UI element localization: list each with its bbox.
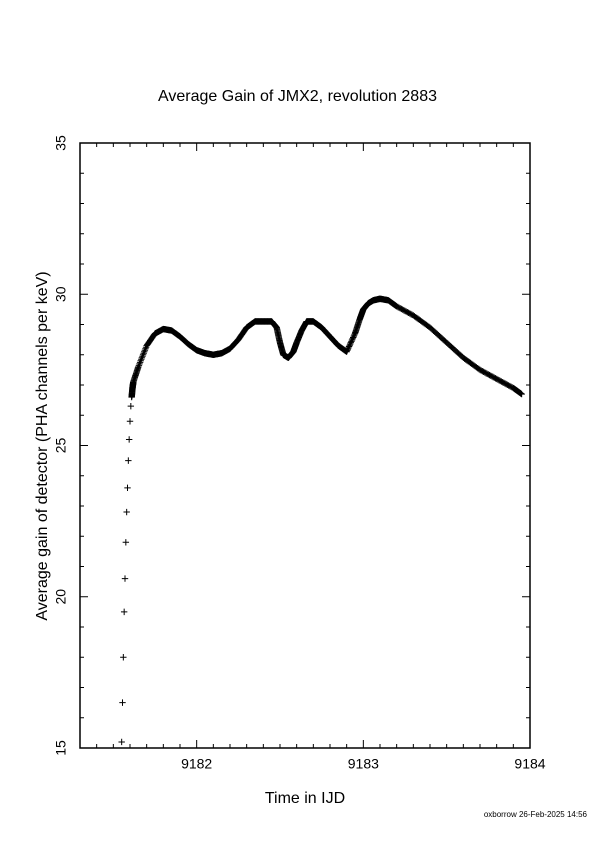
x-tick-label: 9183 [348, 756, 379, 772]
data-point [135, 363, 142, 371]
data-point [118, 738, 125, 746]
data-point [518, 390, 525, 398]
y-tick-label: 25 [53, 438, 69, 454]
x-tick-label: 9182 [181, 756, 212, 772]
data-point [120, 608, 128, 616]
data-point [136, 359, 144, 366]
data-point [125, 457, 132, 464]
data-point [120, 654, 127, 661]
y-tick-label: 15 [53, 740, 69, 756]
tick-labels: 15 20 25 30 35 9182 9183 9184 [53, 135, 546, 772]
data-point [139, 351, 147, 358]
data-point [127, 402, 135, 410]
data-point [119, 699, 126, 706]
footer-timestamp: oxborrow 26-Feb-2025 14:56 [483, 810, 587, 819]
axis-ticks [79, 142, 531, 749]
plot-frame [79, 142, 531, 749]
data-point [122, 539, 130, 546]
data-point [141, 348, 148, 355]
data-point [124, 484, 131, 492]
data-point [126, 418, 134, 425]
y-tick-label: 30 [53, 286, 69, 302]
chart-title: Average Gain of JMX2, revolution 2883 [158, 88, 437, 105]
x-tick-label: 9184 [514, 756, 545, 772]
data-point [121, 575, 129, 582]
y-tick-label: 20 [53, 589, 69, 605]
data-point [138, 354, 146, 361]
data-point [136, 360, 143, 368]
data-point [137, 357, 144, 364]
y-axis-label: Average gain of detector (PHA channels p… [34, 271, 51, 621]
data-point [141, 347, 149, 354]
data-point [142, 345, 149, 352]
data-point [135, 362, 143, 369]
data-point [138, 356, 145, 363]
data-point [123, 508, 130, 516]
data-point [139, 353, 146, 360]
x-axis-label: Time in IJD [264, 790, 346, 807]
data-point [125, 436, 133, 443]
data-points [118, 295, 525, 746]
y-tick-label: 35 [53, 135, 69, 151]
data-point [140, 350, 147, 357]
